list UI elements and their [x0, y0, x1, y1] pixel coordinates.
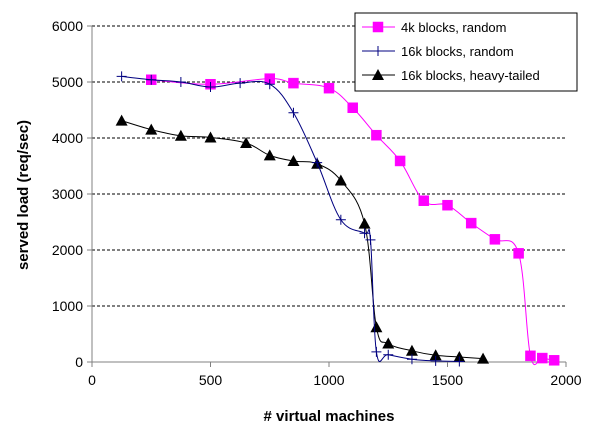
- series-2-point-9: [335, 214, 346, 225]
- series-2-point-12: [371, 346, 382, 357]
- series-3-point-1: [115, 114, 128, 126]
- series-1-point-15: [537, 352, 548, 364]
- series-3-point-4: [204, 131, 217, 143]
- series-3-point-6: [263, 149, 276, 161]
- series-3-point-9: [334, 174, 347, 186]
- series-1-point-11: [465, 217, 477, 229]
- legend-box: [354, 12, 578, 92]
- series-1-point-5: [323, 82, 335, 94]
- series-2-point-11: [365, 234, 376, 245]
- series-2-point-4: [205, 82, 216, 93]
- series-2-point-7: [288, 107, 299, 118]
- series-3-point-5: [240, 137, 253, 149]
- x-axis-title: # virtual machines: [264, 408, 395, 425]
- x-tick-label-2000: 2000: [550, 372, 581, 388]
- series-1-point-8: [394, 155, 406, 167]
- series-2-point-3: [175, 77, 186, 87]
- y-tick-label-0: 0: [75, 354, 83, 370]
- legend-label-2: 16k blocks, random: [401, 44, 514, 59]
- x-tick-label-0: 0: [88, 372, 96, 388]
- series-1-point-9: [418, 195, 430, 206]
- series-1-point-13: [513, 248, 524, 259]
- y-axis-title: served load (req/sec): [15, 120, 32, 270]
- y-tick-label-3000: 3000: [52, 186, 83, 202]
- series-2-point-5: [235, 78, 246, 89]
- series-2-point-6: [264, 79, 275, 90]
- y-tick-label-4000: 4000: [52, 130, 83, 146]
- series-1-point-16: [548, 355, 560, 366]
- series-1: [146, 73, 560, 366]
- series-1-point-7: [371, 129, 382, 141]
- series-2-point-13: [383, 349, 394, 360]
- series-1-point-14: [525, 350, 536, 362]
- legend-swatch-marker-2: [373, 46, 383, 56]
- y-tick-label-1000: 1000: [52, 298, 83, 314]
- series-2: [116, 71, 465, 367]
- series-1-point-6: [347, 102, 358, 114]
- series-2-point-16: [454, 356, 465, 367]
- series-3-point-7: [287, 154, 300, 166]
- series-2-point-14: [406, 354, 417, 365]
- series-2-line: [121, 75, 460, 363]
- series-2-point-1: [116, 71, 127, 82]
- series-1-point-4: [288, 77, 299, 89]
- y-tick-label-6000: 6000: [52, 18, 83, 34]
- series-3-point-16: [477, 352, 490, 364]
- y-tick-label-5000: 5000: [52, 74, 83, 90]
- x-tick-labels: 0 500 1000 1500 2000: [88, 372, 582, 388]
- legend-swatch-marker-3: [372, 69, 384, 80]
- series-2-point-8: [312, 157, 323, 168]
- series-2-point-10: [359, 228, 370, 239]
- series-1-point-12: [489, 234, 501, 245]
- series-3-point-10: [358, 217, 371, 229]
- series-3-point-11: [370, 321, 383, 333]
- x-tick-label-500: 500: [199, 372, 223, 388]
- series-2-point-15: [430, 355, 441, 366]
- legend: 4k blocks, random 16k blocks, random 16k b…: [354, 12, 578, 92]
- y-tick-label-2000: 2000: [52, 242, 83, 258]
- x-tick-label-1000: 1000: [313, 372, 344, 388]
- series-3-point-2: [145, 123, 158, 135]
- series-3-point-13: [405, 344, 418, 356]
- series-3-line: [121, 120, 484, 360]
- legend-label-1: 4k blocks, random: [401, 20, 507, 35]
- series-group: [115, 71, 560, 367]
- series-3-point-3: [174, 129, 187, 141]
- series-3-point-14: [429, 349, 442, 361]
- legend-swatch-marker-1: [372, 21, 384, 33]
- series-1-point-10: [442, 199, 453, 211]
- y-tick-labels: 0 1000 2000 3000 4000 5000 6000: [52, 18, 83, 370]
- series-3: [115, 114, 490, 364]
- series-1-line: [151, 78, 555, 366]
- series-3-point-12: [382, 337, 395, 349]
- legend-label-3: 16k blocks, heavy-tailed: [401, 68, 540, 83]
- series-2-point-2: [146, 74, 157, 85]
- x-tick-label-1500: 1500: [432, 372, 463, 388]
